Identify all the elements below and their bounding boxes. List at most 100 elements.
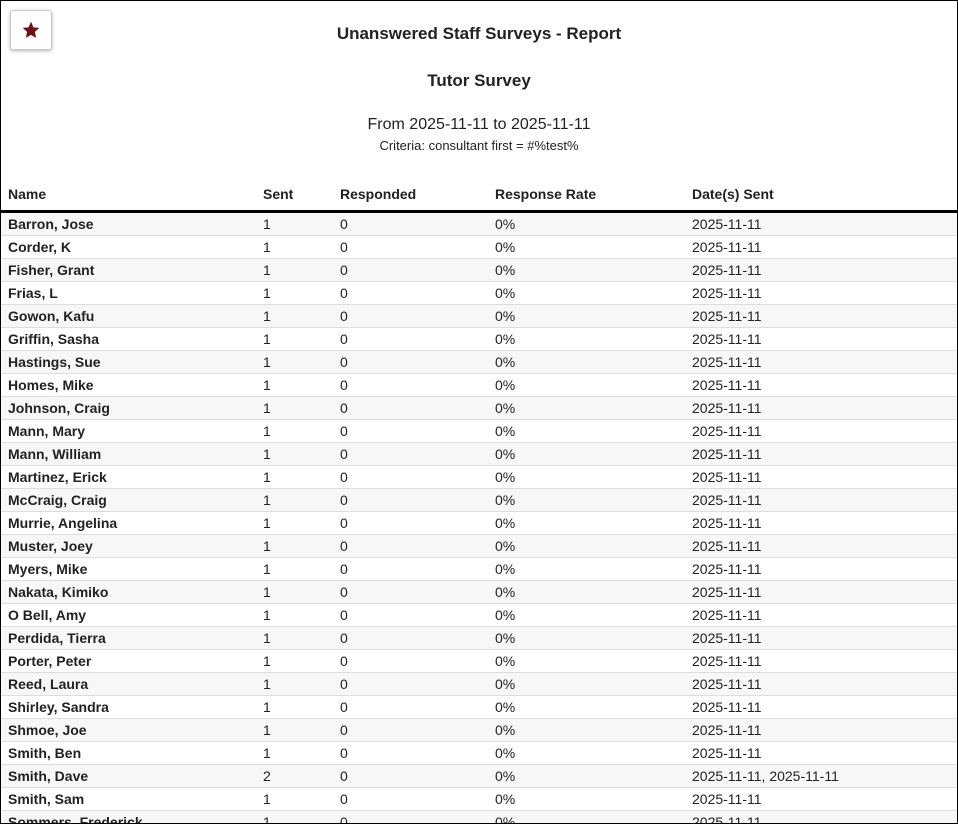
staff-name: Hastings, Sue	[1, 350, 256, 374]
table-cell: 1	[256, 465, 333, 489]
staff-name: Porter, Peter	[1, 649, 256, 673]
staff-name: Shirley, Sandra	[1, 695, 256, 719]
table-cell: 0	[333, 465, 488, 489]
staff-name: Muster, Joey	[1, 534, 256, 558]
table-row: Martinez, Erick 1 0 0% 2025-11-11	[1, 465, 957, 489]
table-cell: 0%	[488, 442, 685, 466]
table-row: Griffin, Sasha 1 0 0% 2025-11-11	[1, 327, 957, 351]
table-cell: 0%	[488, 373, 685, 397]
table-cell: 0%	[488, 327, 685, 351]
table-cell: 0%	[488, 741, 685, 765]
table-cell: 0	[333, 718, 488, 742]
table-cell: 1	[256, 281, 333, 305]
table-cell: 0%	[488, 764, 685, 788]
staff-name: Nakata, Kimiko	[1, 580, 256, 604]
table-cell: 0	[333, 511, 488, 535]
staff-name: Gowon, Kafu	[1, 304, 256, 328]
table-cell: 0	[333, 695, 488, 719]
table-cell: 2025-11-11	[685, 442, 957, 466]
date-range: From 2025-11-11 to 2025-11-11	[367, 116, 591, 133]
table-cell: 0	[333, 235, 488, 259]
table-cell: 0%	[488, 603, 685, 627]
table-row: Perdida, Tierra 1 0 0% 2025-11-11	[1, 626, 957, 650]
table-cell: 0%	[488, 350, 685, 374]
column-header: Response Rate	[488, 177, 685, 213]
table-cell: 1	[256, 534, 333, 558]
favorite-button[interactable]	[10, 10, 52, 50]
staff-name: Johnson, Craig	[1, 396, 256, 420]
staff-name: Griffin, Sasha	[1, 327, 256, 351]
table-cell: 0	[333, 649, 488, 673]
table-cell: 1	[256, 649, 333, 673]
table-row: Smith, Dave 2 0 0% 2025-11-11, 2025-11-11	[1, 764, 957, 788]
table-row: McCraig, Craig 1 0 0% 2025-11-11	[1, 488, 957, 512]
column-header: Responded	[333, 177, 488, 213]
table-row: Porter, Peter 1 0 0% 2025-11-11	[1, 649, 957, 673]
table-cell: 0%	[488, 488, 685, 512]
table-row: Hastings, Sue 1 0 0% 2025-11-11	[1, 350, 957, 374]
table-cell: 0%	[488, 211, 685, 236]
table-cell: 2025-11-11	[685, 373, 957, 397]
staff-name: Smith, Ben	[1, 741, 256, 765]
table-cell: 1	[256, 741, 333, 765]
staff-name: Barron, Jose	[1, 211, 256, 236]
table-cell: 2025-11-11	[685, 787, 957, 811]
staff-name: Sommers, Frederick	[1, 810, 256, 823]
table-cell: 2025-11-11	[685, 396, 957, 420]
table-cell: 0	[333, 373, 488, 397]
table-cell: 1	[256, 350, 333, 374]
table-cell: 0%	[488, 304, 685, 328]
table-cell: 0%	[488, 534, 685, 558]
table-cell: 0%	[488, 626, 685, 650]
table-cell: 1	[256, 580, 333, 604]
table-cell: 2025-11-11	[685, 511, 957, 535]
table-cell: 0%	[488, 396, 685, 420]
table-cell: 2025-11-11	[685, 695, 957, 719]
table-cell: 0	[333, 419, 488, 443]
table-cell: 0	[333, 534, 488, 558]
staff-name: Reed, Laura	[1, 672, 256, 696]
column-header: Name	[1, 177, 256, 213]
table-row: Corder, K 1 0 0% 2025-11-11	[1, 235, 957, 259]
staff-name: Smith, Dave	[1, 764, 256, 788]
table-cell: 0%	[488, 419, 685, 443]
table-row: Murrie, Angelina 1 0 0% 2025-11-11	[1, 511, 957, 535]
header-row: Name Sent Responded Response Rate Date(s) Se…	[1, 177, 957, 213]
table-cell: 2025-11-11, 2025-11-11	[685, 764, 957, 788]
table-cell: 0	[333, 211, 488, 236]
table-cell: 0%	[488, 718, 685, 742]
table-row: Nakata, Kimiko 1 0 0% 2025-11-11	[1, 580, 957, 604]
table-cell: 0%	[488, 258, 685, 282]
table-cell: 2025-11-11	[685, 557, 957, 581]
table-cell: 0%	[488, 695, 685, 719]
table-row: Johnson, Craig 1 0 0% 2025-11-11	[1, 396, 957, 420]
report-table: Name Sent Responded Response Rate Date(s) Se…	[1, 177, 957, 823]
criteria: Criteria: consultant first = #%test%	[379, 138, 579, 153]
table-row: O Bell, Amy 1 0 0% 2025-11-11	[1, 603, 957, 627]
table-cell: 0%	[488, 672, 685, 696]
table-cell: 0%	[488, 787, 685, 811]
table-cell: 0	[333, 557, 488, 581]
table-cell: 0	[333, 396, 488, 420]
staff-name: O Bell, Amy	[1, 603, 256, 627]
table-cell: 0	[333, 741, 488, 765]
table-cell: 0%	[488, 580, 685, 604]
table-cell: 1	[256, 258, 333, 282]
table-cell: 1	[256, 626, 333, 650]
table-cell: 2025-11-11	[685, 419, 957, 443]
table-cell: 2025-11-11	[685, 465, 957, 489]
table-cell: 0	[333, 810, 488, 823]
table-cell: 2025-11-11	[685, 211, 957, 236]
table-cell: 1	[256, 304, 333, 328]
table-cell: 0%	[488, 649, 685, 673]
table-cell: 2025-11-11	[685, 580, 957, 604]
table-cell: 0%	[488, 511, 685, 535]
table-cell: 0	[333, 350, 488, 374]
staff-name: Perdida, Tierra	[1, 626, 256, 650]
table-cell: 1	[256, 211, 333, 236]
table-cell: 0%	[488, 281, 685, 305]
staff-name: Homes, Mike	[1, 373, 256, 397]
table-cell: 2	[256, 764, 333, 788]
staff-name: Martinez, Erick	[1, 465, 256, 489]
